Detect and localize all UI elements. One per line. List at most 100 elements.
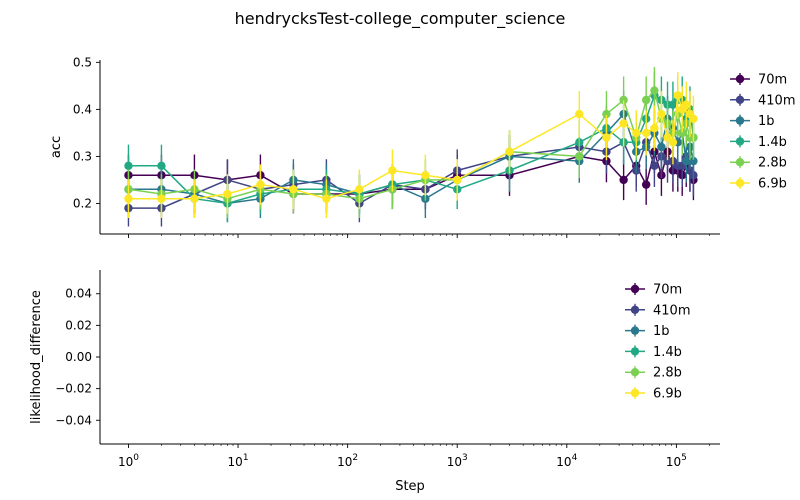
legend-marker <box>630 305 640 314</box>
legend-label: 1b <box>653 324 670 339</box>
data-point <box>682 156 691 166</box>
legend-label: 6.9b <box>758 177 787 192</box>
data-point <box>689 114 698 123</box>
legend-marker <box>735 137 745 146</box>
data-point <box>157 161 166 171</box>
data-point <box>602 109 611 119</box>
data-point <box>663 133 672 142</box>
data-point <box>657 142 666 152</box>
legend-marker <box>735 178 745 188</box>
legend-entry-70m: 70m <box>730 73 787 88</box>
series-line <box>128 95 695 200</box>
y-axis-label: likelihood_difference <box>29 290 44 424</box>
legend-entry-1.4b: 1.4b <box>730 135 787 150</box>
y-axis-label: acc <box>49 136 64 158</box>
legend-label: 410m <box>758 93 795 108</box>
data-point <box>157 194 166 203</box>
data-point <box>641 180 651 189</box>
legend-entry-1.4b: 1.4b <box>625 345 682 360</box>
legend-label: 70m <box>653 283 682 298</box>
data-point <box>632 128 641 138</box>
data-point <box>124 161 133 171</box>
legend-label: 2.8b <box>653 366 682 381</box>
data-point <box>388 166 397 175</box>
data-point <box>124 194 133 203</box>
legend-marker <box>630 326 640 335</box>
data-point <box>689 156 698 166</box>
legend-marker <box>735 158 745 167</box>
y-tick-label: 0.02 <box>65 318 92 332</box>
legend-entry-410m: 410m <box>730 93 795 108</box>
legend-marker <box>630 284 640 294</box>
data-point <box>668 138 678 147</box>
legend-label: 1.4b <box>758 135 787 150</box>
legend-marker <box>630 388 640 398</box>
legend-label: 410m <box>653 303 690 318</box>
legend-entry-6.9b: 6.9b <box>625 387 682 402</box>
data-point <box>256 180 265 189</box>
data-point <box>678 128 687 138</box>
legend-marker <box>735 116 745 125</box>
legend-label: 2.8b <box>758 156 787 171</box>
y-tick-label: 0.4 <box>73 102 92 116</box>
y-tick-label: 0.5 <box>73 55 92 69</box>
y-tick-label: 0.3 <box>73 149 92 163</box>
legend-entry-2.8b: 2.8b <box>730 156 787 171</box>
data-point <box>650 86 659 95</box>
legend-entry-6.9b: 6.9b <box>730 177 787 192</box>
x-tick-label: 103 <box>447 453 468 469</box>
data-point <box>673 91 682 100</box>
data-point <box>619 175 628 185</box>
x-tick-label: 105 <box>666 453 687 469</box>
series-1.4b <box>124 71 698 223</box>
y-tick-label: 0.2 <box>73 196 92 210</box>
panel-1: 100 101 102 103 104 105 −0.04 −0.02 0.00 0.02 0.04… <box>29 270 720 469</box>
panels: 0.2 0.3 0.4 0.5 acc 70m 410m 1b 1.4b 2.8b 6.9b 100 1… <box>29 55 795 469</box>
x-tick-label: 100 <box>118 453 139 469</box>
data-point <box>641 128 651 138</box>
legend-entry-410m: 410m <box>625 303 690 318</box>
data-point <box>505 147 514 156</box>
legend-label: 1.4b <box>653 345 682 360</box>
legend-label: 1b <box>758 114 775 129</box>
data-point <box>657 109 666 119</box>
panel-0: 0.2 0.3 0.4 0.5 acc 70m 410m 1b 1.4b 2.8b 6.9b <box>49 55 795 238</box>
data-point <box>289 185 298 194</box>
y-tick-label: 0.04 <box>65 287 92 301</box>
series-6.9b <box>124 71 698 219</box>
data-point <box>453 175 462 185</box>
data-point <box>619 119 628 128</box>
legend-label: 6.9b <box>653 387 682 402</box>
data-point <box>421 171 430 180</box>
data-point <box>650 161 659 171</box>
x-tick-label: 104 <box>556 453 577 469</box>
data-point <box>641 95 651 105</box>
data-point <box>575 152 584 161</box>
series-2.8b <box>124 67 698 219</box>
legend-marker <box>630 347 640 356</box>
chart-title: hendrycksTest-college_computer_science <box>235 9 566 29</box>
data-point <box>575 109 584 119</box>
data-point <box>682 100 691 109</box>
data-point <box>650 123 659 133</box>
legend-label: 70m <box>758 73 787 88</box>
x-axis-label: Step <box>395 479 425 494</box>
x-tick-label: 101 <box>228 453 249 469</box>
data-point <box>619 95 628 105</box>
legend-entry-1b: 1b <box>730 114 775 129</box>
data-point <box>322 194 331 203</box>
legend-entry-1b: 1b <box>625 324 670 339</box>
legend-marker <box>735 95 745 105</box>
x-tick-label: 102 <box>337 453 358 469</box>
legend-entry-2.8b: 2.8b <box>625 366 682 381</box>
data-point <box>223 189 232 199</box>
data-point <box>190 194 199 203</box>
y-tick-label: −0.02 <box>55 382 92 396</box>
legend-marker <box>630 368 640 377</box>
data-point <box>602 133 611 142</box>
y-tick-label: −0.04 <box>55 413 92 427</box>
legend-entry-70m: 70m <box>625 283 682 298</box>
data-point <box>355 185 364 194</box>
legend-marker <box>735 74 745 84</box>
